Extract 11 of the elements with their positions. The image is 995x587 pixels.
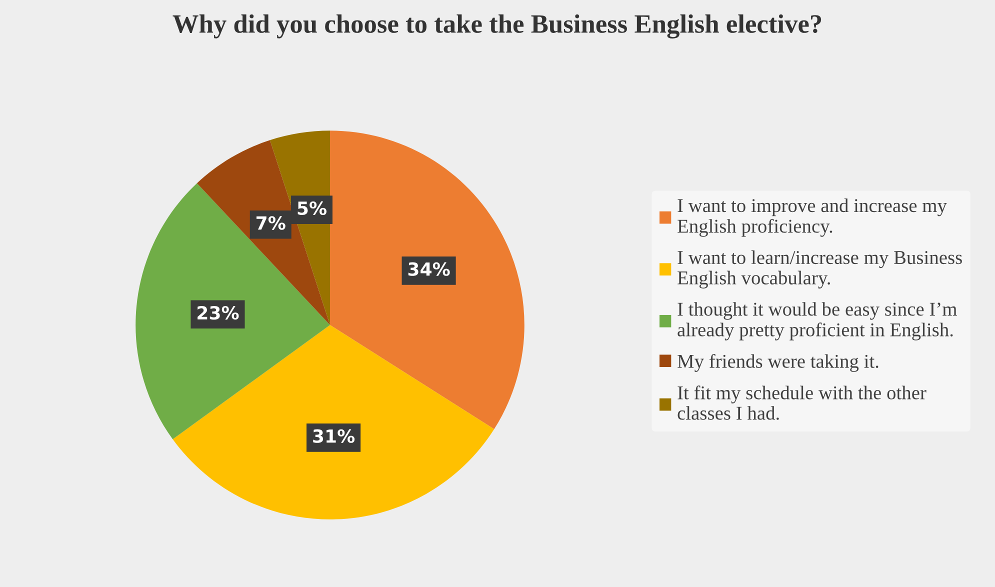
legend-label: I want to learn/increase my Business English vocabulary.	[678, 250, 962, 288]
data-label: 31%	[313, 429, 355, 443]
data-label: 23%	[198, 306, 239, 320]
legend-label: My friends were taking it.	[678, 354, 878, 372]
legend-label: I want to improve and increase my English proficiency.	[678, 198, 947, 237]
data-label: 5%	[298, 201, 327, 216]
data-label: 34%	[408, 262, 450, 276]
legend-label: It fit my schedule with the other classes I had.	[678, 386, 926, 420]
chart-title: Why did you choose to take the Business English elective?	[172, 14, 822, 38]
data-label: 7%	[256, 216, 286, 230]
legend-label: I thought it would be easy since I’m already pretty proficient in English.	[678, 302, 957, 340]
